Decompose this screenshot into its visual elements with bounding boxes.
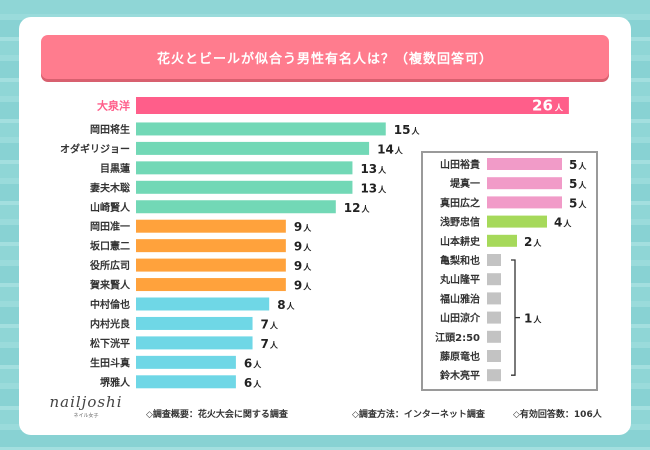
side-category-label: 鈴木亮平 bbox=[440, 369, 480, 382]
side-value-label: 5人 bbox=[569, 158, 587, 172]
value-label: 9人 bbox=[294, 259, 312, 273]
side-category-label: 真田広之 bbox=[440, 196, 480, 209]
category-label: 中村倫也 bbox=[90, 298, 130, 311]
bar-10 bbox=[136, 297, 270, 311]
side-bar-11 bbox=[487, 369, 501, 382]
value-label: 7人 bbox=[261, 337, 279, 351]
value-label: 12人 bbox=[344, 201, 371, 215]
value-label: 13人 bbox=[360, 181, 387, 195]
side-category-label: 浅野忠信 bbox=[440, 216, 480, 229]
side-bar-2 bbox=[487, 196, 562, 209]
side-value-label: 4人 bbox=[554, 216, 572, 230]
side-bar-10 bbox=[487, 350, 501, 362]
bar-0 bbox=[136, 97, 569, 114]
category-label: 坂口憲二 bbox=[90, 240, 130, 253]
category-label: 大泉洋 bbox=[97, 99, 130, 113]
logo-subtext: ネイル女子 bbox=[73, 413, 99, 419]
value-label: 14人 bbox=[377, 142, 404, 156]
side-category-label: 山田涼介 bbox=[440, 312, 481, 325]
value-label: 9人 bbox=[294, 240, 312, 254]
logo-text: nailjoshi bbox=[49, 393, 123, 411]
side-panel-frame bbox=[421, 151, 598, 391]
bar-12 bbox=[136, 336, 253, 350]
value-label: 9人 bbox=[294, 220, 312, 234]
side-category-label: 福山雅治 bbox=[439, 292, 480, 305]
category-label: 内村光良 bbox=[90, 317, 130, 330]
category-label: 岡田将生 bbox=[90, 123, 130, 136]
survey-method: ◇調査方法：インターネット調査 bbox=[352, 410, 485, 420]
title-banner: 花火とビールが似合う男性有名人は？（複数回答可） bbox=[41, 35, 609, 79]
category-label: 目黒蓮 bbox=[100, 162, 130, 175]
side-bar-9 bbox=[487, 330, 501, 343]
side-value-label: 2人 bbox=[524, 235, 542, 249]
side-bar-0 bbox=[487, 158, 562, 170]
category-label: 山崎賢人 bbox=[90, 201, 131, 214]
bar-3 bbox=[136, 161, 353, 175]
bar-9 bbox=[136, 278, 286, 292]
side-bar-5 bbox=[487, 254, 501, 266]
side-category-label: 山本耕史 bbox=[440, 235, 481, 248]
category-label: 賀来賢人 bbox=[89, 279, 131, 292]
bar-5 bbox=[136, 200, 336, 214]
category-label: 生田斗真 bbox=[90, 356, 130, 369]
side-bar-7 bbox=[487, 292, 501, 305]
survey-overview: ◇調査概要：花火大会に関する調査 bbox=[146, 410, 288, 420]
group-bracket bbox=[511, 259, 516, 376]
side-category-label: 堤真一 bbox=[450, 177, 480, 190]
value-label: 6人 bbox=[244, 376, 262, 390]
category-label: オダギリジョー bbox=[60, 142, 130, 155]
bar-8 bbox=[136, 258, 286, 272]
side-value-label: 5人 bbox=[569, 177, 587, 191]
side-category-label: 江頭2:50 bbox=[435, 331, 480, 344]
bar-11 bbox=[136, 316, 253, 330]
bar-14 bbox=[136, 375, 236, 389]
side-category-label: 亀梨和也 bbox=[440, 254, 480, 267]
category-label: 妻夫木聡 bbox=[90, 181, 130, 194]
side-bar-8 bbox=[487, 311, 501, 324]
value-label: 6人 bbox=[244, 356, 262, 370]
category-label: 役所広司 bbox=[90, 259, 130, 272]
side-value-label: 5人 bbox=[569, 196, 587, 210]
group-value-label: 1人 bbox=[524, 312, 542, 326]
bar-13 bbox=[136, 355, 236, 369]
value-label: 7人 bbox=[261, 317, 279, 331]
bar-4 bbox=[136, 180, 353, 194]
value-label: 8人 bbox=[277, 298, 295, 312]
side-bar-3 bbox=[487, 215, 547, 228]
value-label: 9人 bbox=[294, 279, 312, 293]
bar-7 bbox=[136, 239, 286, 253]
category-label: 堺雅人 bbox=[100, 376, 131, 389]
survey-responses: ◇有効回答数：106人 bbox=[513, 410, 602, 420]
logo: nailjoshi ネイル女子 bbox=[46, 393, 126, 419]
category-label: 松下洸平 bbox=[90, 337, 130, 350]
side-bar-6 bbox=[487, 273, 501, 286]
bar-1 bbox=[136, 122, 386, 136]
bar-2 bbox=[136, 141, 370, 155]
side-category-label: 山田裕貴 bbox=[440, 158, 480, 171]
side-bar-1 bbox=[487, 177, 562, 190]
side-category-label: 藤原竜也 bbox=[440, 350, 480, 363]
chart-title: 花火とビールが似合う男性有名人は？（複数回答可） bbox=[156, 51, 493, 67]
side-category-label: 丸山隆平 bbox=[439, 273, 480, 286]
category-label: 岡田准一 bbox=[90, 220, 130, 233]
bar-6 bbox=[136, 219, 286, 233]
value-label: 15人 bbox=[394, 123, 421, 137]
value-label: 13人 bbox=[360, 162, 387, 176]
side-bar-4 bbox=[487, 234, 517, 247]
